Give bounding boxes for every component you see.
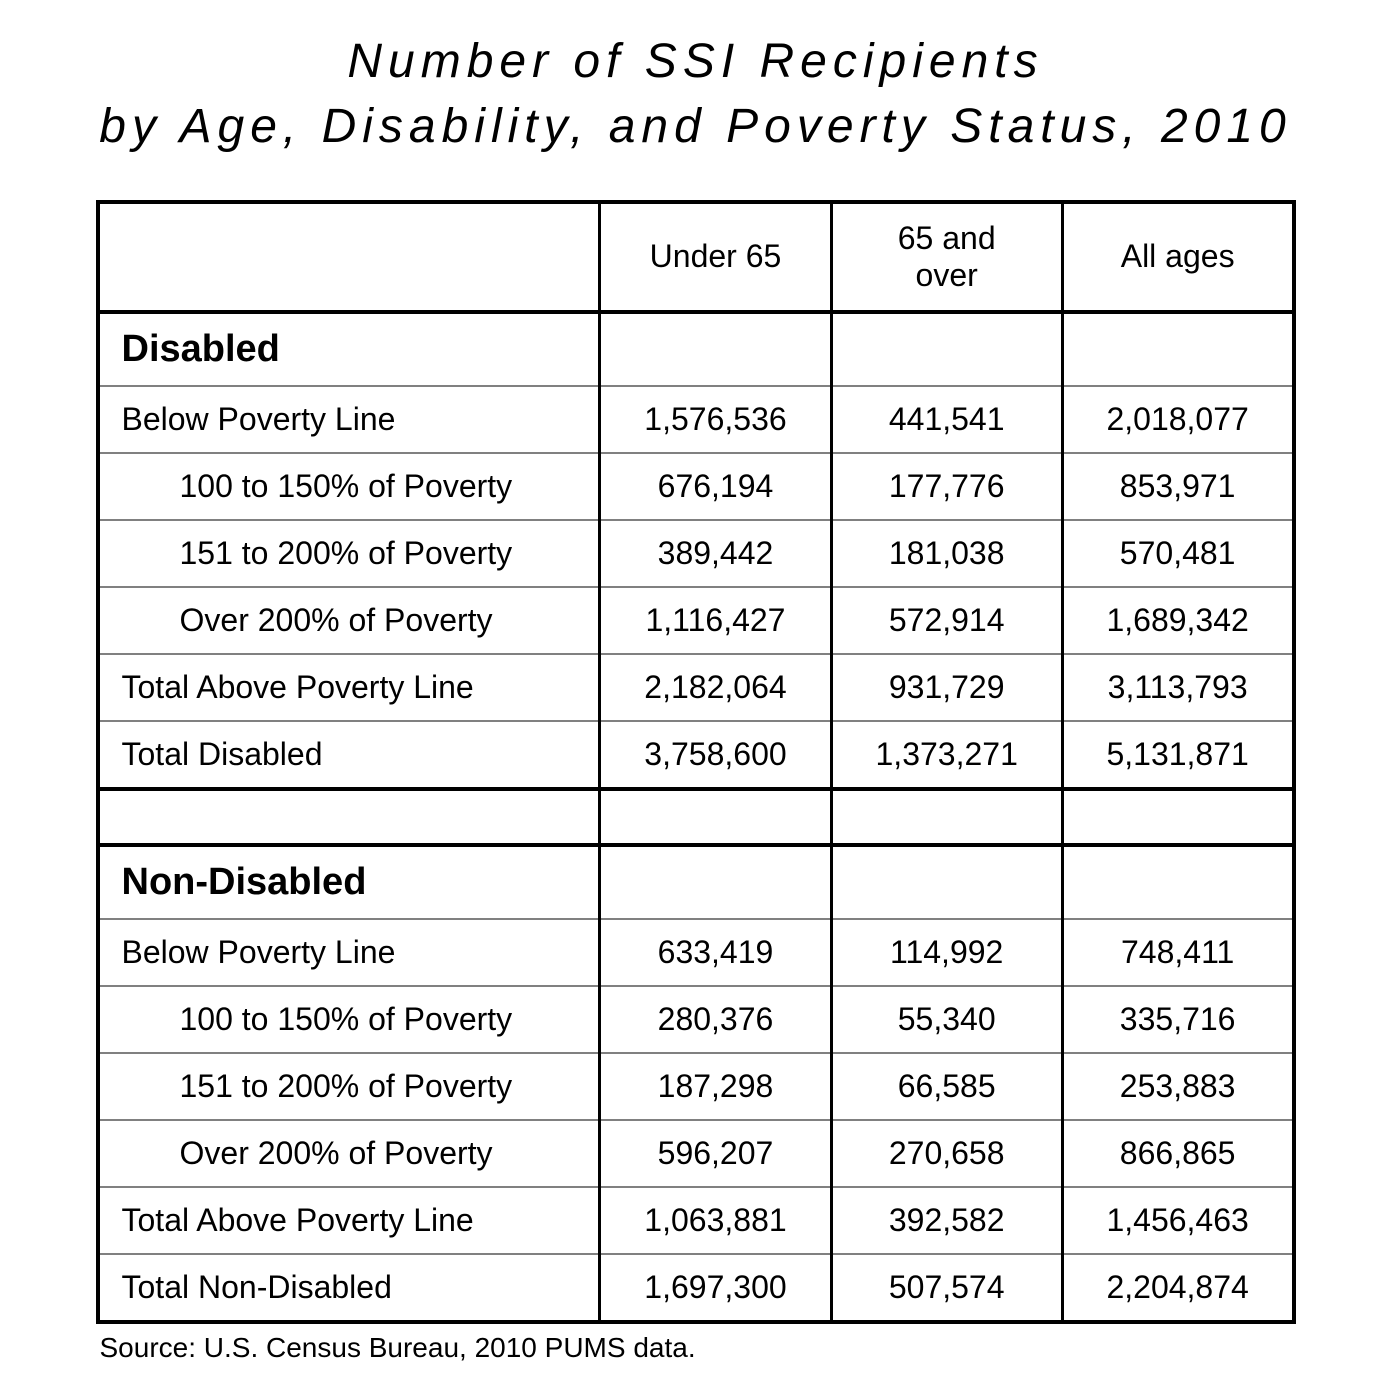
section-empty-cell [1062, 312, 1293, 386]
section-heading: Disabled [98, 312, 600, 386]
row-value: 66,585 [831, 1053, 1062, 1120]
section-empty-cell [831, 312, 1062, 386]
source-text: Source: U.S. Census Bureau, 2010 PUMS da… [96, 1332, 1296, 1364]
row-label: 151 to 200% of Poverty [98, 520, 600, 587]
section-heading: Non-Disabled [98, 845, 600, 919]
row-value: 5,131,871 [1062, 721, 1293, 789]
row-label: Over 200% of Poverty [98, 1120, 600, 1187]
row-value: 1,689,342 [1062, 587, 1293, 654]
row-value: 114,992 [831, 919, 1062, 986]
row-value: 3,113,793 [1062, 654, 1293, 721]
spacer-cell [1062, 789, 1293, 845]
row-value: 572,914 [831, 587, 1062, 654]
row-value: 181,038 [831, 520, 1062, 587]
row-value: 1,576,536 [600, 386, 831, 453]
row-value: 2,204,874 [1062, 1254, 1293, 1322]
table-container: Under 6565 andoverAll agesDisabledBelow … [96, 200, 1296, 1364]
row-label: Total Above Poverty Line [98, 1187, 600, 1254]
row-value: 2,018,077 [1062, 386, 1293, 453]
row-value: 187,298 [600, 1053, 831, 1120]
row-label: Over 200% of Poverty [98, 587, 600, 654]
row-label: Below Poverty Line [98, 919, 600, 986]
table-row: 100 to 150% of Poverty280,37655,340335,7… [98, 986, 1294, 1053]
row-value: 389,442 [600, 520, 831, 587]
title-line-1: Number of SSI Recipients [347, 35, 1043, 88]
spacer-cell [831, 789, 1062, 845]
row-value: 676,194 [600, 453, 831, 520]
table-row: Below Poverty Line1,576,536441,5412,018,… [98, 386, 1294, 453]
table-row: Over 200% of Poverty1,116,427572,9141,68… [98, 587, 1294, 654]
row-value: 392,582 [831, 1187, 1062, 1254]
row-value: 1,063,881 [600, 1187, 831, 1254]
row-value: 2,182,064 [600, 654, 831, 721]
section-heading-row: Non-Disabled [98, 845, 1294, 919]
row-value: 55,340 [831, 986, 1062, 1053]
row-value: 177,776 [831, 453, 1062, 520]
table-row: Total Disabled3,758,6001,373,2715,131,87… [98, 721, 1294, 789]
table-row: 151 to 200% of Poverty187,29866,585253,8… [98, 1053, 1294, 1120]
table-row: Below Poverty Line633,419114,992748,411 [98, 919, 1294, 986]
row-label: Total Non-Disabled [98, 1254, 600, 1322]
section-empty-cell [600, 312, 831, 386]
table-row: Total Non-Disabled1,697,300507,5742,204,… [98, 1254, 1294, 1322]
row-value: 866,865 [1062, 1120, 1293, 1187]
page-title: Number of SSI Recipients by Age, Disabil… [20, 30, 1371, 160]
header-col: 65 andover [831, 202, 1062, 312]
row-value: 596,207 [600, 1120, 831, 1187]
row-value: 748,411 [1062, 919, 1293, 986]
row-value: 335,716 [1062, 986, 1293, 1053]
header-col: Under 65 [600, 202, 831, 312]
section-empty-cell [600, 845, 831, 919]
row-label: Total Above Poverty Line [98, 654, 600, 721]
row-value: 633,419 [600, 919, 831, 986]
row-value: 931,729 [831, 654, 1062, 721]
header-blank [98, 202, 600, 312]
row-label: 100 to 150% of Poverty [98, 453, 600, 520]
row-value: 270,658 [831, 1120, 1062, 1187]
row-value: 280,376 [600, 986, 831, 1053]
row-value: 1,697,300 [600, 1254, 831, 1322]
row-value: 441,541 [831, 386, 1062, 453]
row-value: 853,971 [1062, 453, 1293, 520]
table-header-row: Under 6565 andoverAll ages [98, 202, 1294, 312]
header-col: All ages [1062, 202, 1293, 312]
row-label: Total Disabled [98, 721, 600, 789]
row-label: 100 to 150% of Poverty [98, 986, 600, 1053]
spacer-cell [98, 789, 600, 845]
row-label: Below Poverty Line [98, 386, 600, 453]
table-row: 151 to 200% of Poverty389,442181,038570,… [98, 520, 1294, 587]
row-value: 1,456,463 [1062, 1187, 1293, 1254]
row-value: 1,116,427 [600, 587, 831, 654]
section-empty-cell [1062, 845, 1293, 919]
row-value: 570,481 [1062, 520, 1293, 587]
row-value: 3,758,600 [600, 721, 831, 789]
table-row: 100 to 150% of Poverty676,194177,776853,… [98, 453, 1294, 520]
table-row: Over 200% of Poverty596,207270,658866,86… [98, 1120, 1294, 1187]
spacer-cell [600, 789, 831, 845]
section-heading-row: Disabled [98, 312, 1294, 386]
section-empty-cell [831, 845, 1062, 919]
row-value: 507,574 [831, 1254, 1062, 1322]
spacer-row [98, 789, 1294, 845]
row-label: 151 to 200% of Poverty [98, 1053, 600, 1120]
row-value: 253,883 [1062, 1053, 1293, 1120]
row-value: 1,373,271 [831, 721, 1062, 789]
ssi-recipients-table: Under 6565 andoverAll agesDisabledBelow … [96, 200, 1296, 1324]
table-row: Total Above Poverty Line1,063,881392,582… [98, 1187, 1294, 1254]
title-line-2: by Age, Disability, and Poverty Status, … [99, 100, 1292, 153]
table-row: Total Above Poverty Line2,182,064931,729… [98, 654, 1294, 721]
